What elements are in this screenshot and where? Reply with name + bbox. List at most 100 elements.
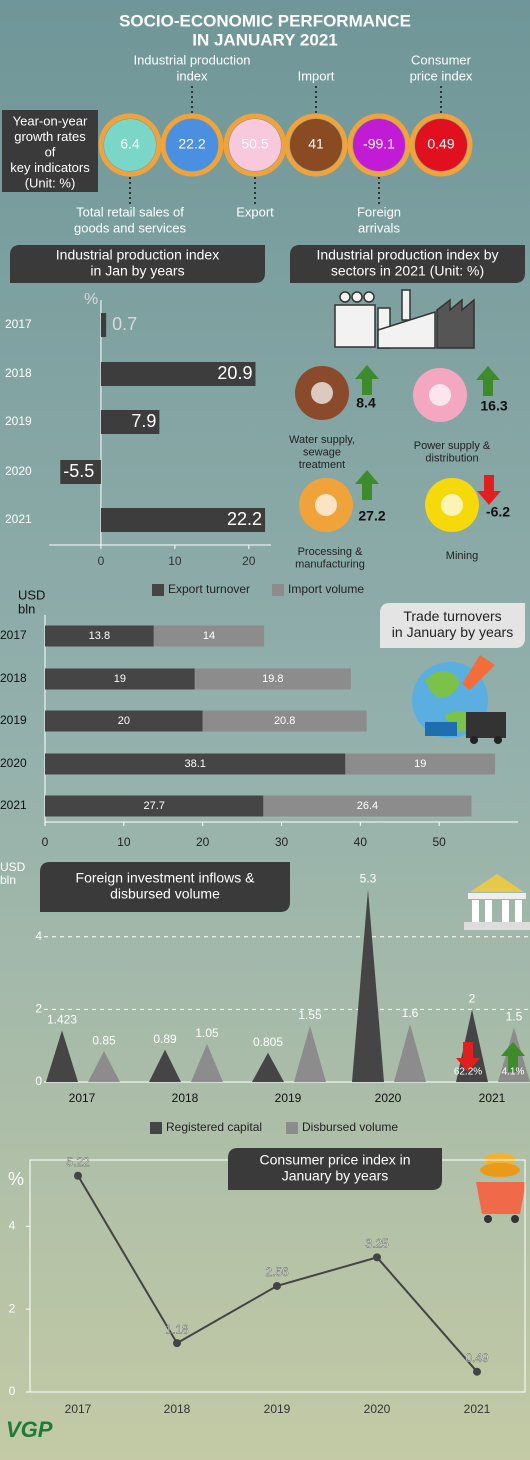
category-label: 2017 (5, 317, 32, 331)
y-tick-label: 2 (9, 1301, 16, 1315)
chart-title: January by years (282, 1168, 389, 1184)
chart-title: Consumer price index in (260, 1152, 411, 1168)
x-tick-label: 0 (98, 554, 105, 568)
bar-segment (202, 710, 367, 732)
bar-segment (263, 795, 472, 817)
indicator-ring (98, 113, 162, 177)
legend-swatch (286, 1122, 298, 1134)
legend-swatch (152, 584, 164, 596)
axis-unit: bln (18, 601, 35, 616)
peak-value-label: 0.85 (92, 1033, 116, 1047)
x-tick-label: 10 (168, 554, 182, 568)
bar-value-label: -5.5 (63, 461, 94, 481)
sector-name: distribution (425, 452, 478, 464)
peak (394, 1023, 426, 1082)
point (473, 1367, 481, 1376)
factory-icon (334, 289, 475, 349)
bar-segment (153, 625, 265, 647)
category-label: 2020 (364, 1402, 391, 1416)
bar (100, 410, 160, 434)
indicator-label-box (2, 110, 98, 192)
bar-value-label: 27.7 (143, 800, 164, 812)
annotation: 4.1% (502, 1067, 525, 1078)
indicator-circle (104, 119, 156, 171)
peak-value-label: 1.423 (47, 1012, 77, 1026)
page-title: SOCIO-ECONOMIC PERFORMANCE (119, 11, 411, 30)
indicator-value: 0.49 (427, 136, 454, 152)
bar-value-label: 26.4 (357, 800, 378, 812)
indicator-name: Consumer (411, 52, 472, 67)
chart-title: Industrial production index (56, 247, 219, 263)
category-label: 2019 (5, 414, 32, 428)
indicator-value: 22.2 (178, 136, 205, 152)
category-label: 2021 (5, 512, 32, 526)
category-label: 2018 (5, 366, 32, 380)
indicator-name: Foreign (357, 204, 401, 219)
title-box (10, 245, 265, 283)
indicator-name: index (176, 68, 208, 83)
indicator-value: -99.1 (363, 136, 395, 152)
title-box (228, 1148, 442, 1190)
axis-unit: % (84, 291, 98, 308)
bar-segment (45, 668, 195, 690)
x-tick-label: 50 (432, 835, 446, 849)
peak (191, 1043, 223, 1082)
annotation: 62.2% (454, 1067, 482, 1078)
indicator-label: Year-on-year (13, 113, 88, 128)
logo: VGP (6, 1417, 53, 1442)
category-label: 2020 (5, 464, 32, 478)
sector-icon-detail (315, 494, 337, 516)
indicator-circle (415, 119, 467, 171)
legend-label: Import volume (288, 582, 364, 596)
category-label: 2019 (264, 1402, 291, 1416)
x-tick-label: 10 (117, 835, 131, 849)
sector-name: treatment (299, 459, 345, 471)
axis-unit: USD (0, 860, 26, 874)
bar (60, 460, 101, 484)
point-value-label: 3.25 (365, 1237, 389, 1251)
chart-title: Trade turnovers (403, 608, 501, 624)
point-value-label: 5.22 (66, 1155, 90, 1169)
sector-arrow (355, 365, 379, 395)
indicator-name: price index (410, 68, 473, 83)
bar-segment (345, 753, 496, 775)
bar (100, 362, 256, 386)
chart-title: in Jan by years (90, 263, 184, 279)
point-value-label: 2.56 (265, 1265, 289, 1279)
x-tick-label: 20 (196, 835, 210, 849)
sector-value: 16.3 (480, 398, 507, 414)
indicator-ring (409, 113, 473, 177)
point (373, 1253, 381, 1262)
peak-value-label: 1.55 (298, 1008, 322, 1022)
indicator-ring (347, 113, 411, 177)
bar-segment (45, 710, 203, 732)
indicator-label: of (45, 144, 56, 159)
peak (88, 1051, 120, 1082)
chart-title: disbursed volume (110, 886, 220, 902)
axis-unit: bln (0, 873, 16, 887)
sector-value: 27.2 (358, 508, 385, 524)
indicator-ring (223, 113, 287, 177)
title-box (290, 245, 525, 283)
legend-swatch (272, 584, 284, 596)
indicator-circle (229, 119, 281, 171)
indicator-name: arrivals (358, 220, 400, 235)
peak-value-label: 1.6 (402, 1006, 419, 1020)
category-label: 2019 (0, 713, 27, 727)
y-tick-label: 4 (9, 1218, 16, 1232)
category-label: 2021 (0, 798, 27, 812)
indicator-name: goods and services (74, 220, 187, 235)
bar (100, 313, 107, 337)
sector-name: manufacturing (295, 558, 365, 570)
legend-label: Disbursed volume (302, 1120, 398, 1134)
peak-value-label: 5.3 (360, 872, 377, 886)
x-tick-label: 30 (275, 835, 289, 849)
trade-icon (412, 655, 506, 744)
point (173, 1339, 181, 1348)
title-box (40, 862, 290, 912)
peak (294, 1025, 326, 1082)
indicator-label: key indicators (10, 160, 90, 175)
indicator-name: Total retail sales of (76, 204, 184, 219)
axis-unit: % (8, 1169, 24, 1189)
x-tick-label: 40 (354, 835, 368, 849)
